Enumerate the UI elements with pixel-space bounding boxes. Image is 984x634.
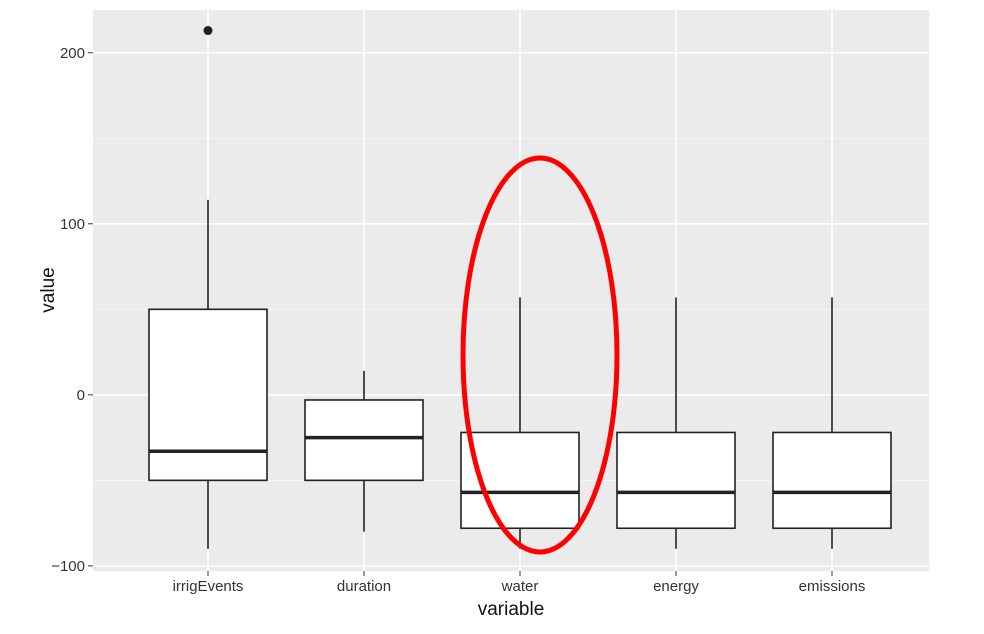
x-tick-label: energy bbox=[653, 578, 699, 595]
box-iqr bbox=[148, 308, 268, 482]
y-tick-label: 100 bbox=[60, 216, 85, 233]
y-axis: −100 0 100 200 bbox=[51, 45, 93, 575]
x-tick-label: emissions bbox=[799, 578, 866, 595]
x-axis-title: variable bbox=[478, 599, 545, 620]
x-axis: irrigEvents duration water energy emissions bbox=[173, 571, 866, 595]
box-energy bbox=[616, 297, 736, 549]
x-tick-label: duration bbox=[337, 578, 391, 595]
box-iqr bbox=[772, 431, 892, 530]
x-tick-label: water bbox=[501, 578, 539, 595]
outlier-point bbox=[203, 26, 213, 36]
box-irrigEvents bbox=[148, 26, 268, 549]
box-iqr bbox=[304, 399, 424, 482]
highlight-ellipse bbox=[460, 155, 620, 555]
box-emissions bbox=[772, 297, 892, 549]
y-tick-label: 200 bbox=[60, 45, 85, 62]
boxes bbox=[148, 26, 892, 549]
x-tick-label: irrigEvents bbox=[173, 578, 244, 595]
box-iqr bbox=[616, 431, 736, 530]
y-tick-label: 0 bbox=[77, 387, 85, 404]
y-axis-title: value bbox=[38, 267, 59, 312]
y-tick-label: −100 bbox=[51, 558, 85, 575]
box-duration bbox=[304, 370, 424, 532]
